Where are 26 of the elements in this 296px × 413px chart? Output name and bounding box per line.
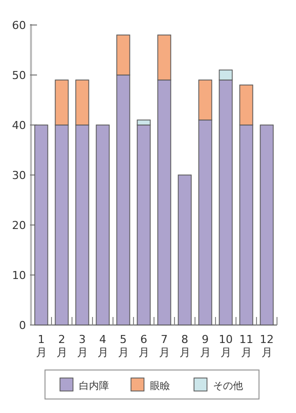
x-tick-label: 12月 bbox=[260, 333, 274, 359]
y-tick-label: 10 bbox=[12, 269, 26, 282]
x-tick-label: 4月 bbox=[97, 333, 108, 359]
y-tick-label: 60 bbox=[12, 19, 26, 32]
x-tick-label: 8月 bbox=[179, 333, 190, 359]
x-tick-label: 3月 bbox=[76, 333, 88, 359]
x-tick-label: 10月 bbox=[218, 333, 233, 359]
y-tick-label: 20 bbox=[12, 219, 26, 232]
bar bbox=[260, 124, 274, 326]
y-tick-label: 30 bbox=[12, 169, 26, 182]
x-tick-label: 9月 bbox=[200, 333, 211, 359]
x-tick-label: 5月 bbox=[118, 333, 129, 359]
bar bbox=[96, 124, 110, 326]
x-tick-label: 7月 bbox=[158, 333, 170, 359]
x-tick-label: 11月 bbox=[239, 333, 254, 359]
legend-label: その他 bbox=[213, 380, 243, 392]
y-tick-label: 40 bbox=[12, 119, 26, 132]
legend-label: 白内障 bbox=[79, 380, 109, 392]
y-tick-label: 50 bbox=[12, 69, 26, 82]
x-tick-label: 6月 bbox=[138, 333, 150, 359]
bar bbox=[34, 124, 48, 326]
y-tick-label: 0 bbox=[19, 319, 26, 332]
legend-label: 眼瞼 bbox=[150, 380, 170, 392]
bar bbox=[178, 174, 192, 326]
x-tick-label: 1月 bbox=[36, 333, 47, 359]
x-tick-label: 2月 bbox=[56, 333, 68, 359]
